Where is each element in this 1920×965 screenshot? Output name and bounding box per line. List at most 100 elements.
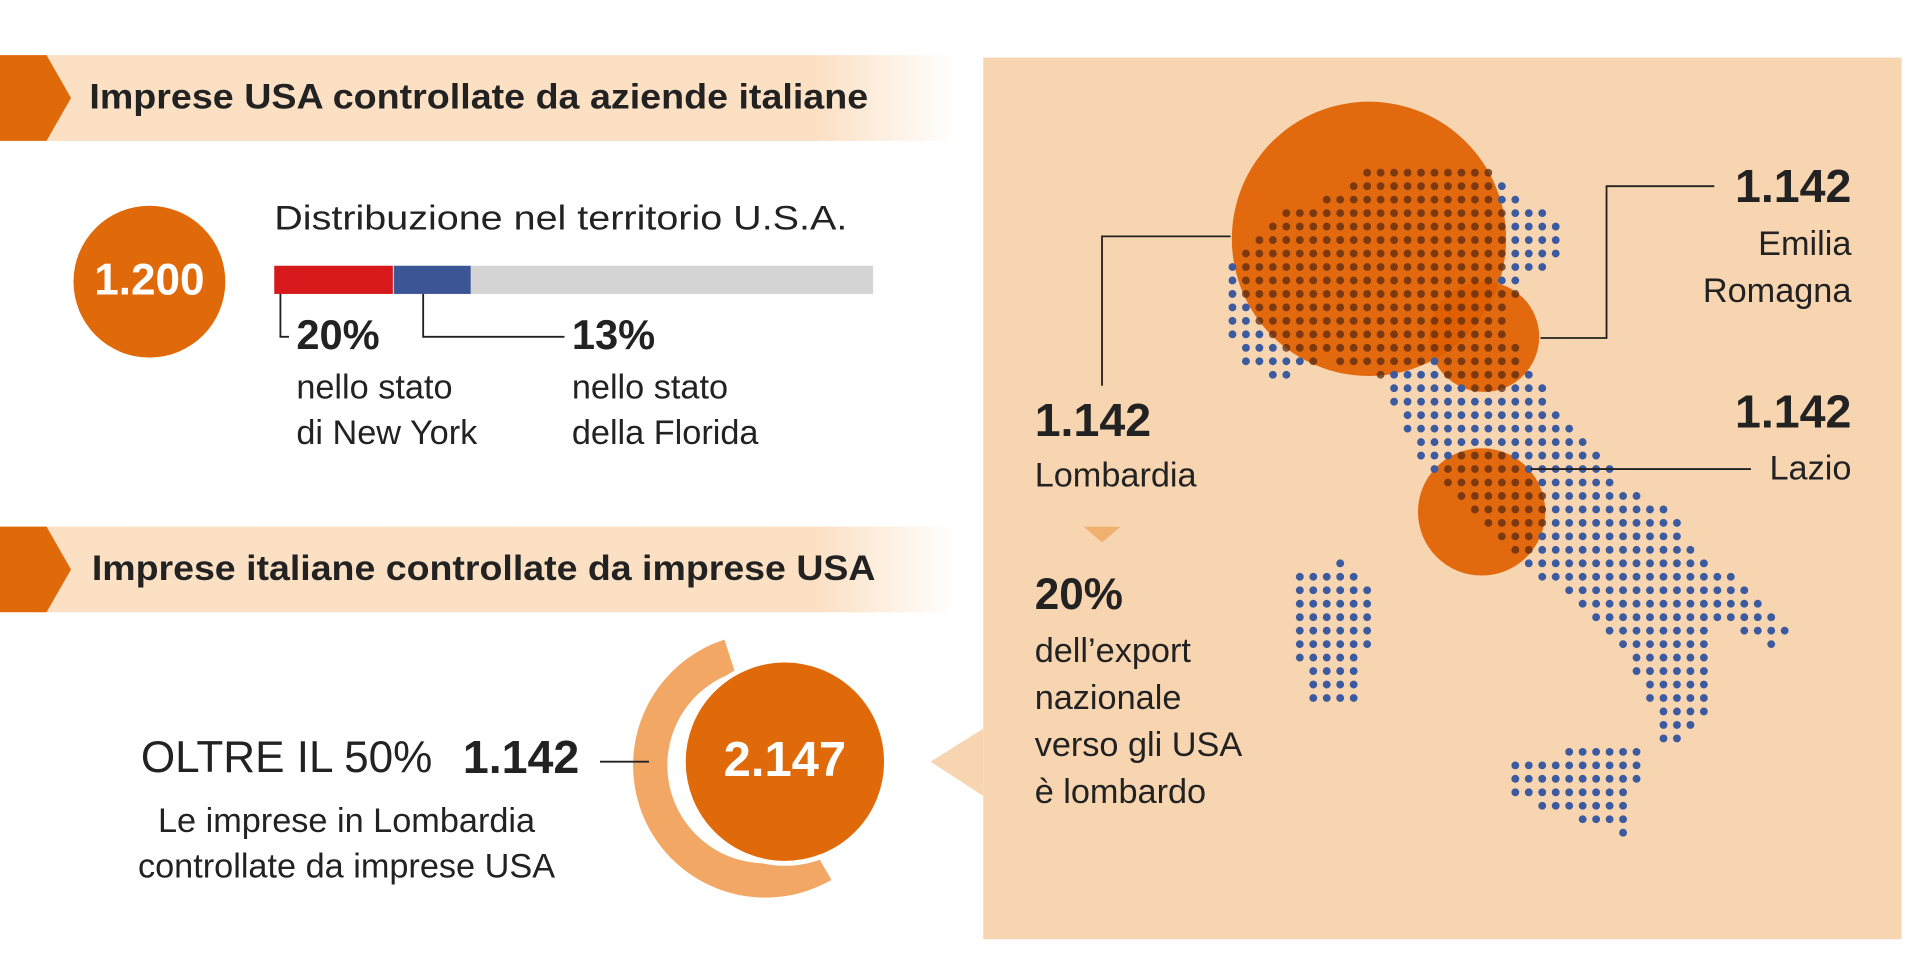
- map-dot: [1538, 478, 1547, 487]
- map-dot: [1484, 182, 1493, 191]
- map-dot: [1417, 209, 1425, 218]
- map-dot: [1403, 263, 1412, 271]
- map-dot: [1538, 397, 1547, 406]
- map-dot: [1430, 330, 1439, 339]
- map-dot: [1484, 397, 1493, 406]
- map-dot: [1417, 330, 1425, 339]
- map-dot: [1632, 559, 1641, 568]
- map-dot: [1417, 222, 1425, 231]
- map-dot: [1484, 411, 1493, 420]
- map-dot: [1363, 316, 1372, 325]
- map-dot: [1390, 263, 1399, 271]
- map-dot: [1444, 330, 1452, 339]
- map-dot: [1673, 559, 1681, 568]
- map-dot: [1524, 761, 1533, 770]
- map-dot: [1524, 478, 1533, 487]
- map-dot: [1592, 788, 1601, 797]
- map-dot: [1430, 357, 1439, 366]
- map-dot: [1578, 518, 1587, 527]
- map-dot: [1497, 343, 1506, 352]
- section-title: Imprese italiane controllate da imprese …: [92, 548, 876, 588]
- map-dot: [1686, 667, 1695, 675]
- map-dot: [1322, 667, 1331, 675]
- map-dot: [1444, 357, 1452, 366]
- map-dot: [1295, 653, 1304, 662]
- map-dot: [1457, 424, 1466, 433]
- map-dot: [1497, 505, 1506, 514]
- map-dot: [1457, 370, 1466, 379]
- map-dot: [1376, 290, 1385, 298]
- map-dot: [1524, 222, 1533, 231]
- map-dot: [1632, 599, 1641, 608]
- map-dot: [1565, 438, 1574, 447]
- map-dot: [1403, 424, 1412, 433]
- map-dot: [1295, 586, 1304, 595]
- map-dot: [1511, 774, 1520, 783]
- map-dot: [1309, 667, 1318, 675]
- lombardia-count: 1.142: [463, 731, 579, 783]
- map-dot: [1322, 209, 1331, 218]
- map-dot: [1470, 492, 1479, 500]
- map-dot: [1484, 478, 1493, 487]
- map-dot: [1430, 168, 1439, 177]
- map-dot: [1592, 451, 1601, 460]
- map-dot: [1309, 653, 1318, 662]
- map-dot: [1619, 828, 1627, 837]
- map-dot: [1673, 518, 1681, 527]
- map-dot: [1242, 263, 1250, 271]
- map-dot: [1484, 384, 1493, 393]
- map-dot: [1551, 518, 1560, 527]
- map-dot: [1295, 599, 1304, 608]
- region-circle: [1428, 281, 1540, 392]
- map-dot: [1484, 370, 1493, 379]
- map-dot: [1497, 411, 1506, 420]
- map-dot: [1228, 330, 1237, 339]
- map-dot: [1659, 586, 1668, 595]
- map-dot: [1322, 599, 1331, 608]
- map-dot: [1309, 343, 1318, 352]
- map-dot: [1322, 303, 1331, 312]
- map-dot: [1349, 357, 1358, 366]
- map-dot: [1363, 613, 1372, 622]
- map-dot: [1255, 316, 1264, 325]
- map-dot: [1673, 734, 1681, 743]
- map-dot: [1470, 236, 1479, 244]
- map-dot: [1430, 438, 1439, 447]
- map-dot: [1605, 599, 1614, 608]
- map-dot: [1444, 478, 1452, 487]
- map-dot: [1551, 532, 1560, 541]
- map-dot: [1713, 599, 1722, 608]
- map-dot: [1403, 209, 1412, 218]
- map-dot: [1295, 572, 1304, 581]
- map-dot: [1457, 182, 1466, 191]
- map-dot: [1551, 451, 1560, 460]
- export-value: 20%: [1035, 570, 1123, 619]
- map-dot: [1673, 640, 1681, 649]
- map-dot: [1309, 209, 1318, 218]
- map-dot: [1363, 290, 1372, 298]
- map-dot: [1295, 276, 1304, 285]
- map-dot: [1592, 599, 1601, 608]
- map-dot: [1336, 303, 1345, 312]
- map-dot: [1457, 290, 1466, 298]
- region-name: Emilia: [1758, 225, 1852, 263]
- map-dot: [1363, 626, 1372, 635]
- header-bar: [36, 526, 956, 613]
- map-dot: [1417, 316, 1425, 325]
- map-dot: [1646, 626, 1654, 635]
- map-dot: [1551, 559, 1560, 568]
- map-dot: [1349, 586, 1358, 595]
- map-dot: [1349, 626, 1358, 635]
- map-dot: [1592, 586, 1601, 595]
- map-dot: [1349, 195, 1358, 204]
- map-dot: [1605, 774, 1614, 783]
- map-dot: [1551, 249, 1560, 258]
- map-dot: [1659, 559, 1668, 568]
- map-dot: [1336, 613, 1345, 622]
- map-dot: [1551, 438, 1560, 447]
- map-dot: [1605, 505, 1614, 514]
- map-dot: [1255, 290, 1264, 298]
- map-dot: [1578, 532, 1587, 541]
- map-dot: [1430, 384, 1439, 393]
- map-dot: [1376, 249, 1385, 258]
